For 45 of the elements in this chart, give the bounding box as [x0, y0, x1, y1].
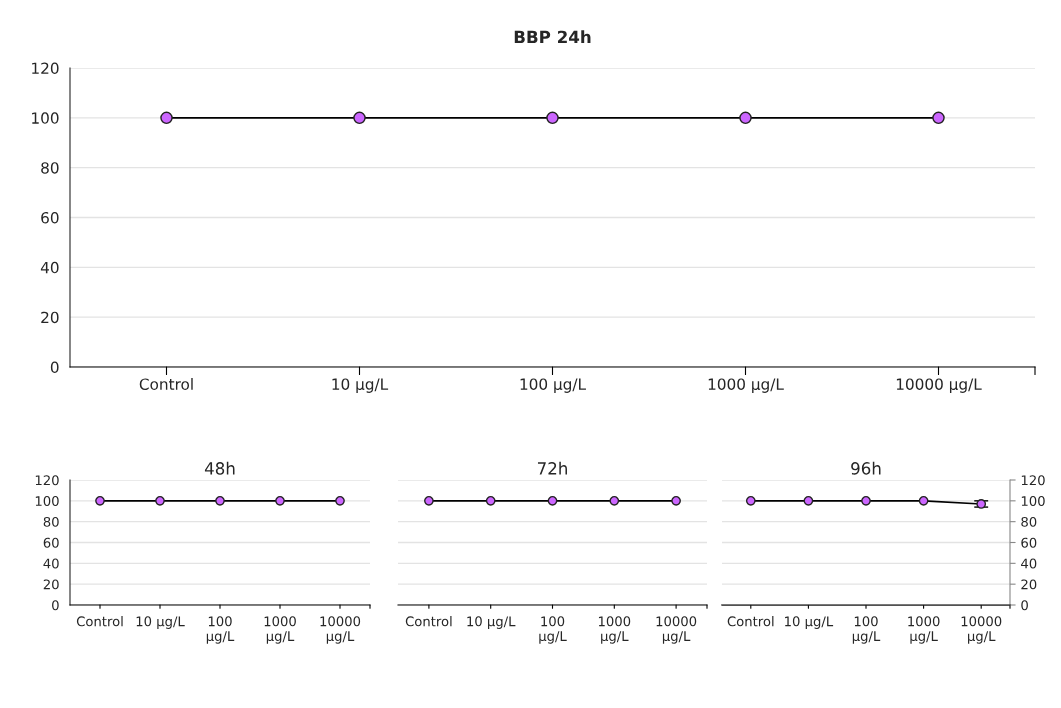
x-tick-label: Control	[405, 616, 452, 627]
y2-tick-label: 20	[1021, 579, 1037, 590]
chart-title: 48h	[204, 461, 235, 475]
chart-title: 72h	[537, 461, 567, 475]
x-tick-label: 100 µg/L	[852, 616, 881, 644]
x-tick-label: 100 µg/L	[206, 616, 235, 644]
y2-tick-label: 60	[1021, 537, 1037, 548]
y2-tick-label: 100	[1021, 496, 1045, 507]
y-tick-label: 80	[43, 516, 59, 527]
x-tick-label: 10 µg/L	[332, 378, 389, 393]
x-tick-label: 100 µg/L	[539, 616, 567, 644]
x-tick-label: Control	[139, 378, 193, 390]
y-tick-label: 0	[52, 600, 59, 611]
y-tick-label: 0	[50, 361, 59, 374]
y-tick-label: 60	[41, 211, 59, 224]
y-tick-label: 40	[40, 261, 59, 274]
x-tick-label: 10000 µg/L	[896, 378, 982, 393]
x-tick-label: 1000 µg/L	[264, 616, 296, 644]
y-tick-label: 20	[43, 579, 59, 590]
y2-tick-label: 40	[1021, 558, 1037, 569]
chart-title: 96h	[851, 461, 881, 475]
y-tick-label: 100	[32, 112, 59, 124]
x-tick-label: 10000 µg/L	[320, 616, 361, 644]
x-tick-label: 1000 µg/L	[708, 378, 784, 393]
x-tick-label: 10 µg/L	[467, 616, 516, 629]
x-tick-label: 10 µg/L	[136, 616, 185, 629]
y2-tick-label: 80	[1021, 516, 1037, 527]
y-tick-label: 20	[41, 311, 59, 324]
x-tick-label: Control	[76, 616, 123, 627]
x-tick-label: 1000 µg/L	[908, 616, 940, 644]
y-tick-label: 40	[43, 558, 59, 569]
y-tick-label: 60	[43, 537, 59, 548]
chart-title: BBP 24h	[514, 30, 591, 43]
x-tick-label: 10000 µg/L	[656, 616, 697, 644]
x-tick-label: 10 µg/L	[785, 616, 834, 629]
x-tick-label: Control	[727, 616, 774, 627]
y-tick-label: 100	[35, 496, 59, 507]
x-tick-label: 100 µg/L	[520, 378, 586, 393]
x-tick-label: 10000 µg/L	[961, 616, 1002, 644]
y-tick-label: 120	[35, 475, 59, 486]
y-tick-label: 120	[32, 62, 59, 75]
x-tick-label: 1000 µg/L	[598, 616, 631, 644]
y-tick-label: 80	[41, 162, 59, 174]
y2-tick-label: 0	[1021, 600, 1028, 611]
y2-tick-label: 120	[1021, 475, 1045, 486]
